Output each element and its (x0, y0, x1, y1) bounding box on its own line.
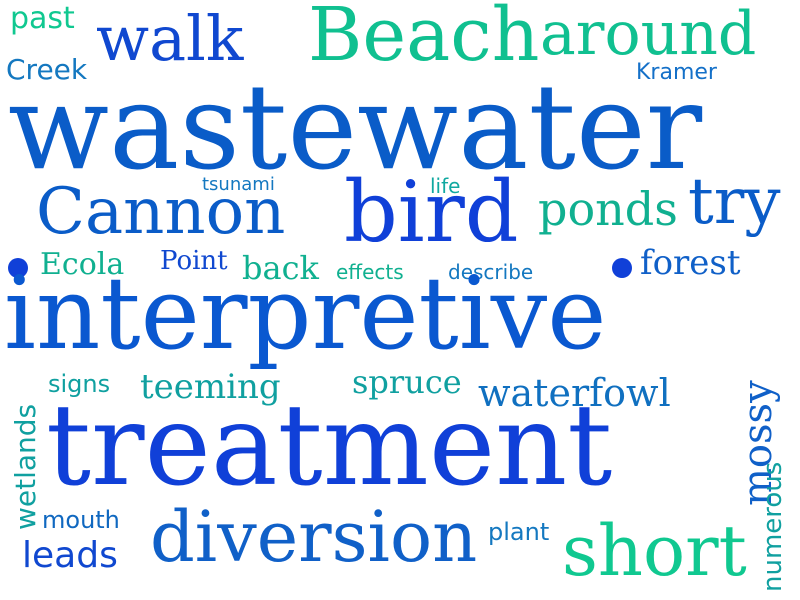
word-point: Point (160, 246, 228, 276)
word-diversion: diversion (150, 496, 478, 578)
word-effects: effects (336, 260, 404, 284)
word-past: past (10, 1, 75, 36)
word-signs: signs (48, 370, 111, 398)
word-short: short (562, 510, 747, 592)
word-wetlands: wetlands (9, 403, 42, 530)
word-plant: plant (488, 518, 550, 546)
word-around: around (540, 0, 757, 69)
word-beach: Beach (308, 0, 540, 78)
word-cannon: Cannon (36, 175, 286, 249)
word-tsunami: tsunami (202, 174, 275, 195)
word-mouth: mouth (42, 506, 120, 534)
word-interpretive: interpretive (4, 255, 607, 372)
word-treatment: treatment (46, 381, 613, 511)
word-ecola: Ecola (40, 247, 125, 282)
word-back: back (242, 249, 319, 287)
word-leads: leads (22, 535, 118, 576)
word-life: life (430, 174, 461, 198)
word-creek: Creek (6, 53, 88, 86)
word-ponds: ponds (538, 182, 678, 236)
word-waterfowl: waterfowl (478, 371, 671, 415)
word-teeming: teeming (140, 367, 281, 407)
word-try: try (688, 165, 781, 239)
word-wastewater: wastewater (8, 58, 703, 196)
word-forest: forest (640, 243, 741, 283)
word-numerous: numerous (758, 461, 788, 592)
word-kramer: Kramer (636, 60, 717, 85)
word-bird: bird (344, 163, 519, 261)
dot-left (8, 258, 28, 278)
word-walk: walk (96, 2, 244, 75)
word-spruce: spruce (352, 363, 462, 401)
dot-right (612, 258, 632, 278)
word-describe: describe (448, 260, 534, 284)
